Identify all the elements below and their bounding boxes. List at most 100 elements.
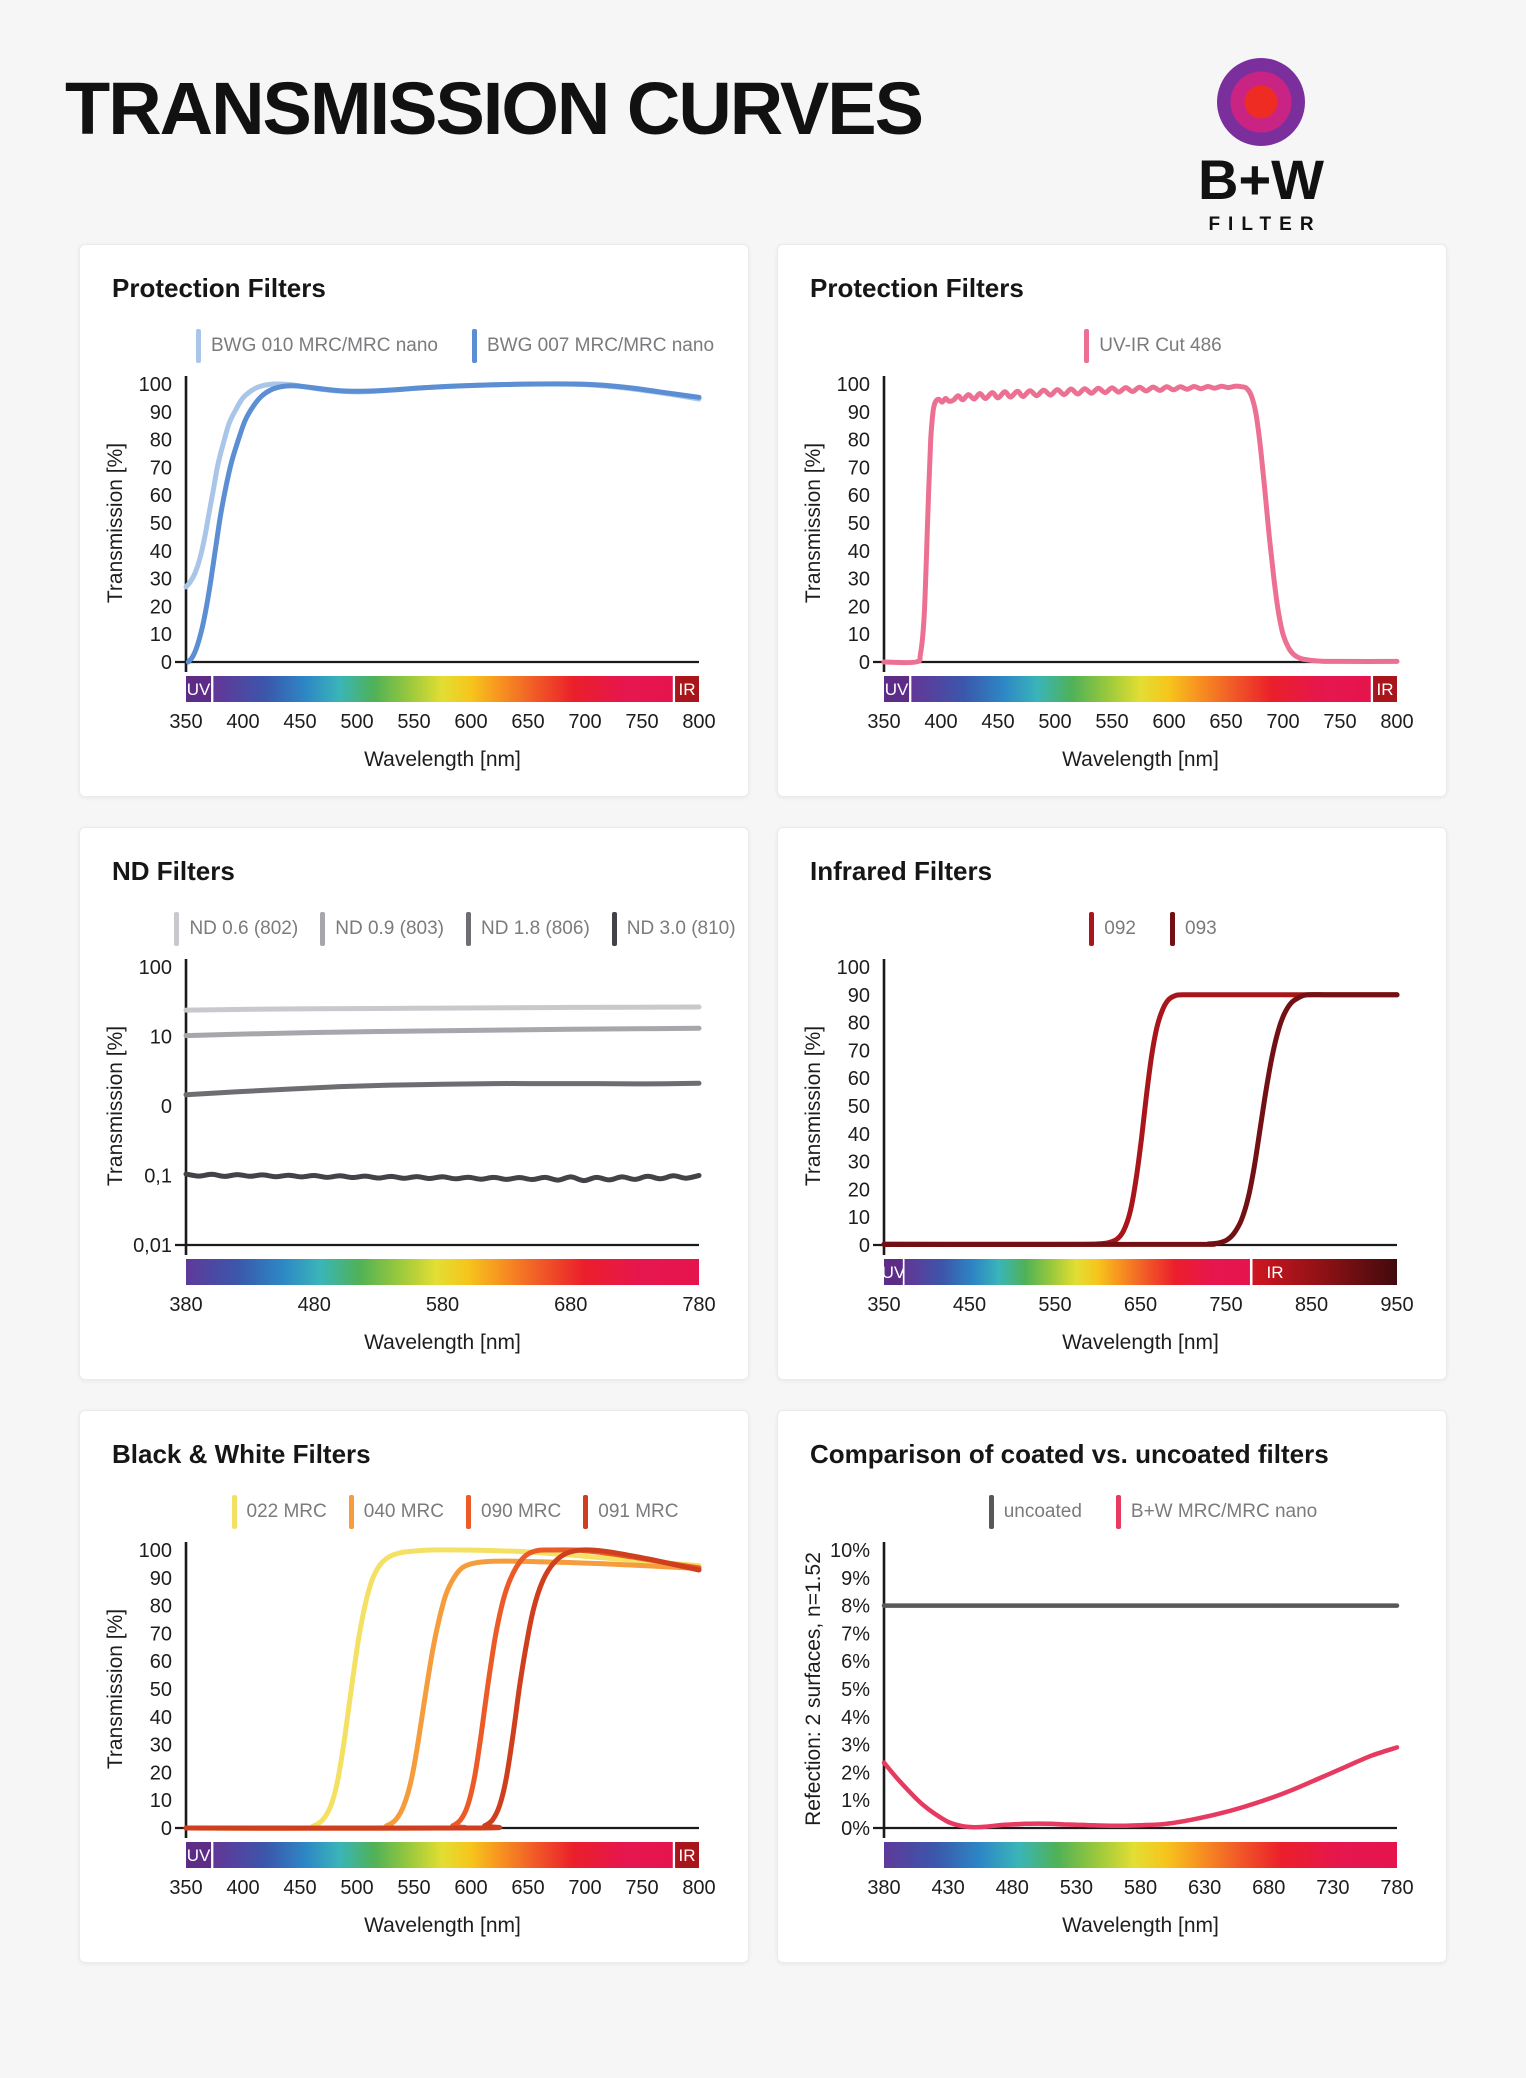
y-tick-label: 70 xyxy=(150,457,172,479)
chart-canvas: Transmission [%]100908070605040302010035… xyxy=(802,957,1414,1354)
legend-swatch xyxy=(583,1495,589,1529)
spectrum-bar xyxy=(911,676,1371,702)
x-axis-title: Wavelength [nm] xyxy=(364,1331,521,1354)
legend-item: 090 MRC xyxy=(466,1495,561,1529)
x-axis-title: Wavelength [nm] xyxy=(1062,1331,1219,1354)
legend-swatch xyxy=(231,1495,237,1529)
x-tick-label: 950 xyxy=(1380,1294,1413,1316)
y-axis-title: Transmission [%] xyxy=(104,443,127,603)
y-tick-label: 50 xyxy=(848,1096,870,1118)
legend-swatch xyxy=(1115,1495,1121,1529)
series-nd-0-6-802- xyxy=(183,1004,702,1013)
chart-card: Protection Filters UV-IR Cut 486 Transmiss… xyxy=(777,244,1447,797)
y-tick-label: 50 xyxy=(150,513,172,535)
y-axis-title: Transmission [%] xyxy=(104,1026,127,1186)
chart-title: Protection Filters xyxy=(112,273,326,303)
legend-item: B+W MRC/MRC nano xyxy=(1115,1495,1317,1529)
y-tick-label: 0 xyxy=(859,1235,870,1257)
x-tick-label: 450 xyxy=(283,1877,316,1899)
chart-title: Infrared Filters xyxy=(810,856,993,886)
y-tick-label: 5% xyxy=(841,1679,870,1701)
y-tick-label: 4% xyxy=(841,1707,870,1729)
y-tick-label: 80 xyxy=(848,1013,870,1035)
series-nd-1-8-806- xyxy=(183,1080,702,1098)
y-tick-label: 50 xyxy=(848,513,870,535)
ir-band xyxy=(1252,1259,1397,1285)
chart-title: ND Filters xyxy=(112,856,235,886)
x-tick-label: 550 xyxy=(1095,711,1128,733)
ir-band xyxy=(1373,676,1397,702)
y-tick-label: 10 xyxy=(150,1790,172,1812)
legend-item: ND 3.0 (810) xyxy=(611,912,736,946)
chart-legend: uncoated B+W MRC/MRC nano xyxy=(884,1490,1422,1534)
y-tick-label: 10% xyxy=(830,1540,870,1562)
y-tick-label: 0% xyxy=(841,1818,870,1840)
legend-swatch xyxy=(1089,912,1095,946)
legend-label: UV-IR Cut 486 xyxy=(1099,335,1222,356)
y-tick-label: 20 xyxy=(848,596,870,618)
series-nd-3-0-810- xyxy=(183,1171,702,1184)
x-tick-label: 750 xyxy=(625,711,658,733)
x-tick-label: 650 xyxy=(1124,1294,1157,1316)
x-tick-label: 550 xyxy=(397,1877,430,1899)
chart-title: Comparison of coated vs. uncoated filter… xyxy=(810,1439,1329,1469)
ir-band-label: IR xyxy=(679,680,696,699)
y-tick-label: 3% xyxy=(841,1735,870,1757)
legend-swatch xyxy=(320,912,326,946)
legend-swatch xyxy=(1084,329,1090,363)
y-tick-label: 80 xyxy=(150,1596,172,1618)
x-tick-label: 680 xyxy=(1252,1877,1285,1899)
legend-swatch xyxy=(174,912,180,946)
y-tick-label: 30 xyxy=(848,569,870,591)
y-tick-label: 100 xyxy=(837,374,870,396)
y-tick-label: 30 xyxy=(848,1152,870,1174)
series-040-mrc xyxy=(183,1558,702,1831)
y-tick-label: 0,1 xyxy=(144,1166,172,1188)
legend-label: ND 0.6 (802) xyxy=(189,918,299,939)
ir-band-label: IR xyxy=(1267,1263,1284,1282)
brand-logo: B+W FILTER xyxy=(1146,40,1376,236)
x-tick-label: 550 xyxy=(397,711,430,733)
x-tick-label: 400 xyxy=(226,1877,259,1899)
legend-label: 091 MRC xyxy=(598,1501,679,1522)
x-tick-label: 700 xyxy=(568,1877,601,1899)
brand-name: B+W xyxy=(1198,148,1324,211)
series-091-mrc xyxy=(183,1547,702,1831)
x-tick-label: 430 xyxy=(931,1877,964,1899)
legend-label: ND 3.0 (810) xyxy=(626,918,736,939)
x-tick-label: 650 xyxy=(1209,711,1242,733)
x-tick-label: 700 xyxy=(568,711,601,733)
series-090-mrc xyxy=(183,1547,702,1831)
x-tick-label: 800 xyxy=(682,711,715,733)
legend-swatch xyxy=(348,1495,354,1529)
y-tick-label: 9% xyxy=(841,1568,870,1590)
charts-grid: Protection Filters BWG 010 MRC/MRC nano BW… xyxy=(0,244,1526,1963)
series-uv-ir-cut-486 xyxy=(881,383,1400,666)
legend-swatch xyxy=(1170,912,1175,946)
x-tick-label: 480 xyxy=(298,1294,331,1316)
y-tick-label: 70 xyxy=(848,1040,870,1062)
ir-band-label: IR xyxy=(1377,680,1394,699)
chart-card: Black & White Filters 022 MRC 040 MRC 090 M… xyxy=(79,1410,749,1963)
uv-band-label: UV xyxy=(885,680,909,699)
y-tick-label: 60 xyxy=(848,485,870,507)
y-tick-label: 40 xyxy=(848,541,870,563)
x-tick-label: 350 xyxy=(867,1294,900,1316)
chart-canvas: Transmission [%]100908070605040302010035… xyxy=(104,374,716,771)
legend-item: ND 0.6 (802) xyxy=(174,912,298,946)
legend-label: BWG 007 MRC/MRC nano xyxy=(487,335,715,356)
spectrum-bar xyxy=(213,1842,673,1868)
y-tick-label: 1% xyxy=(841,1790,870,1812)
x-tick-label: 450 xyxy=(953,1294,986,1316)
page-title: TRANSMISSION CURVES xyxy=(65,67,924,150)
x-tick-label: 800 xyxy=(682,1877,715,1899)
legend-label: 022 MRC xyxy=(246,1501,327,1522)
page-header: TRANSMISSION CURVES B+W FILTER xyxy=(0,34,1526,244)
series-093 xyxy=(881,992,1400,1247)
legend-item: UV-IR Cut 486 xyxy=(1084,329,1222,363)
chart-legend: 022 MRC 040 MRC 090 MRC 091 MRC xyxy=(186,1490,724,1534)
x-tick-label: 630 xyxy=(1188,1877,1221,1899)
y-tick-label: 100 xyxy=(837,957,870,979)
x-tick-label: 680 xyxy=(554,1294,587,1316)
